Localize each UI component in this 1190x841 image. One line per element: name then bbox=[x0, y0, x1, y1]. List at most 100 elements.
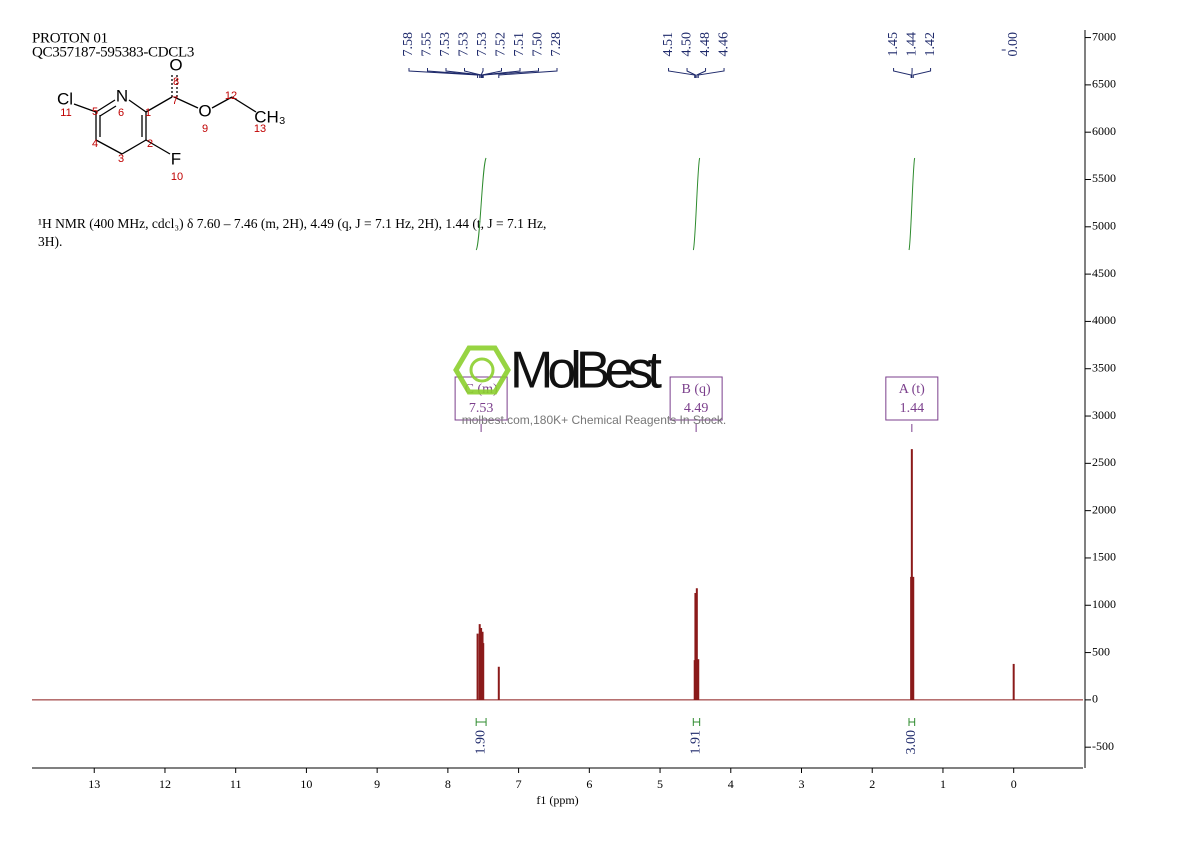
peak-connector bbox=[668, 68, 696, 78]
peak-label: 7.50 bbox=[531, 32, 546, 57]
atom-label: O bbox=[169, 55, 182, 74]
multiplet-box bbox=[669, 376, 723, 421]
x-tick-label: 8 bbox=[445, 777, 451, 791]
x-tick-label: 12 bbox=[159, 777, 171, 791]
atom-locant: 7 bbox=[172, 95, 178, 107]
x-tick-label: 0 bbox=[1011, 777, 1017, 791]
y-tick-label: 6000 bbox=[1092, 124, 1116, 138]
sample-name: PROTON 01 bbox=[32, 30, 108, 46]
x-tick-label: 7 bbox=[516, 777, 522, 791]
peak-connector bbox=[427, 68, 481, 78]
watermark-brand: MolBest bbox=[510, 342, 663, 400]
y-tick-label: 4500 bbox=[1092, 266, 1116, 280]
peak-label: 7.58 bbox=[401, 32, 416, 57]
structure-bonds bbox=[73, 74, 257, 155]
y-tick-label: 1000 bbox=[1092, 597, 1116, 611]
multiplet-shift: 4.49 bbox=[684, 401, 709, 416]
peak-label: 4.51 bbox=[661, 32, 676, 57]
atom-locant: 1 bbox=[145, 107, 151, 119]
peak-connector bbox=[912, 68, 932, 78]
x-tick-label: 10 bbox=[300, 777, 312, 791]
atom-locant: 13 bbox=[254, 123, 266, 135]
y-tick-label: 5000 bbox=[1092, 219, 1116, 233]
peak-connector bbox=[686, 68, 696, 78]
watermark-slogan: molbest.com,180K+ Chemical Reagents In S… bbox=[462, 413, 726, 427]
y-tick-label: 2000 bbox=[1092, 502, 1116, 516]
sample-name: QC357187-595383-CDCL3 bbox=[32, 44, 194, 60]
peak-label: 7.52 bbox=[494, 32, 509, 57]
atom-label: O bbox=[198, 101, 211, 120]
atom-label: F bbox=[171, 149, 181, 168]
peak-label: 1.44 bbox=[904, 32, 919, 57]
atom-label: CH₃ bbox=[254, 107, 285, 126]
atom-locant: 6 bbox=[118, 107, 124, 119]
y-tick-label: 6500 bbox=[1092, 77, 1116, 91]
x-tick-label: 9 bbox=[374, 777, 380, 791]
integral-curve bbox=[908, 157, 916, 251]
nmr-description: 3H). bbox=[38, 234, 62, 249]
integral-value: 1.90 bbox=[473, 730, 488, 755]
integral-curve bbox=[475, 157, 487, 251]
peak-label: 7.28 bbox=[549, 32, 564, 57]
y-tick-label: 2500 bbox=[1092, 455, 1116, 469]
peak-label: 7.55 bbox=[420, 32, 435, 57]
atom-locant: 4 bbox=[92, 138, 98, 150]
atom-locant: 8 bbox=[173, 76, 179, 88]
x-tick-label: 5 bbox=[657, 777, 663, 791]
multiplet-box bbox=[454, 376, 508, 421]
multiplet-shift: 7.53 bbox=[469, 401, 494, 416]
y-tick-label: 7000 bbox=[1092, 29, 1116, 43]
peak-connector bbox=[481, 68, 503, 78]
atom-locant: 10 bbox=[171, 171, 183, 183]
logo-ring bbox=[469, 357, 495, 383]
integral-value: 1.91 bbox=[689, 730, 704, 755]
peak-connector bbox=[697, 68, 725, 78]
atom-locant: 12 bbox=[225, 90, 237, 102]
peak-connector bbox=[498, 68, 558, 78]
multiplet-box bbox=[885, 376, 939, 421]
x-axis-label: f1 (ppm) bbox=[536, 793, 578, 807]
atom-locant: 2 bbox=[147, 138, 153, 150]
atom-label: N bbox=[116, 86, 128, 105]
y-tick-label: 3000 bbox=[1092, 408, 1116, 422]
peak-connector bbox=[696, 68, 707, 78]
nmr-description: ¹H NMR (400 MHz, cdcl₃) δ 7.60 – 7.46 (m… bbox=[38, 216, 546, 231]
integral-value: 3.00 bbox=[904, 730, 919, 755]
peak-label: 7.53 bbox=[475, 32, 490, 57]
atom-locant: 9 bbox=[202, 123, 208, 135]
multiplet-name: A (t) bbox=[899, 382, 925, 397]
peak-connector bbox=[482, 68, 540, 78]
atom-locant: 11 bbox=[60, 107, 71, 119]
multiplet-shift: 1.44 bbox=[900, 401, 925, 416]
logo-hexagon bbox=[453, 345, 511, 395]
peak-label: 7.53 bbox=[438, 32, 453, 57]
atom-locant: 3 bbox=[118, 153, 124, 165]
atom-locant: 5 bbox=[92, 106, 98, 118]
multiplet-name: B (q) bbox=[682, 382, 712, 397]
x-tick-label: 11 bbox=[230, 777, 242, 791]
peak-label: 1.42 bbox=[923, 32, 938, 57]
atom-label: Cl bbox=[57, 89, 73, 108]
y-tick-label: -500 bbox=[1092, 739, 1114, 753]
peak-connector bbox=[480, 68, 484, 78]
peak-label: 4.46 bbox=[716, 32, 731, 57]
peak-label: 4.48 bbox=[698, 32, 713, 57]
y-tick-label: 5500 bbox=[1092, 171, 1116, 185]
y-tick-label: 0 bbox=[1092, 692, 1098, 706]
y-tick-label: 1500 bbox=[1092, 550, 1116, 564]
y-tick-label: 500 bbox=[1092, 644, 1110, 658]
x-tick-label: 4 bbox=[728, 777, 734, 791]
peak-label: 7.51 bbox=[512, 32, 527, 57]
integral-curve bbox=[692, 157, 701, 251]
peak-label: 7.53 bbox=[457, 32, 472, 57]
peak-connector bbox=[482, 68, 521, 78]
peak-label: 0.00 bbox=[1006, 32, 1021, 57]
x-tick-label: 13 bbox=[88, 777, 100, 791]
y-tick-label: 3500 bbox=[1092, 360, 1116, 374]
x-tick-label: 6 bbox=[586, 777, 592, 791]
peak-connector bbox=[893, 68, 912, 78]
peak-label: 4.50 bbox=[679, 32, 694, 57]
x-tick-label: 1 bbox=[940, 777, 946, 791]
peak-label: 1.45 bbox=[886, 32, 901, 57]
